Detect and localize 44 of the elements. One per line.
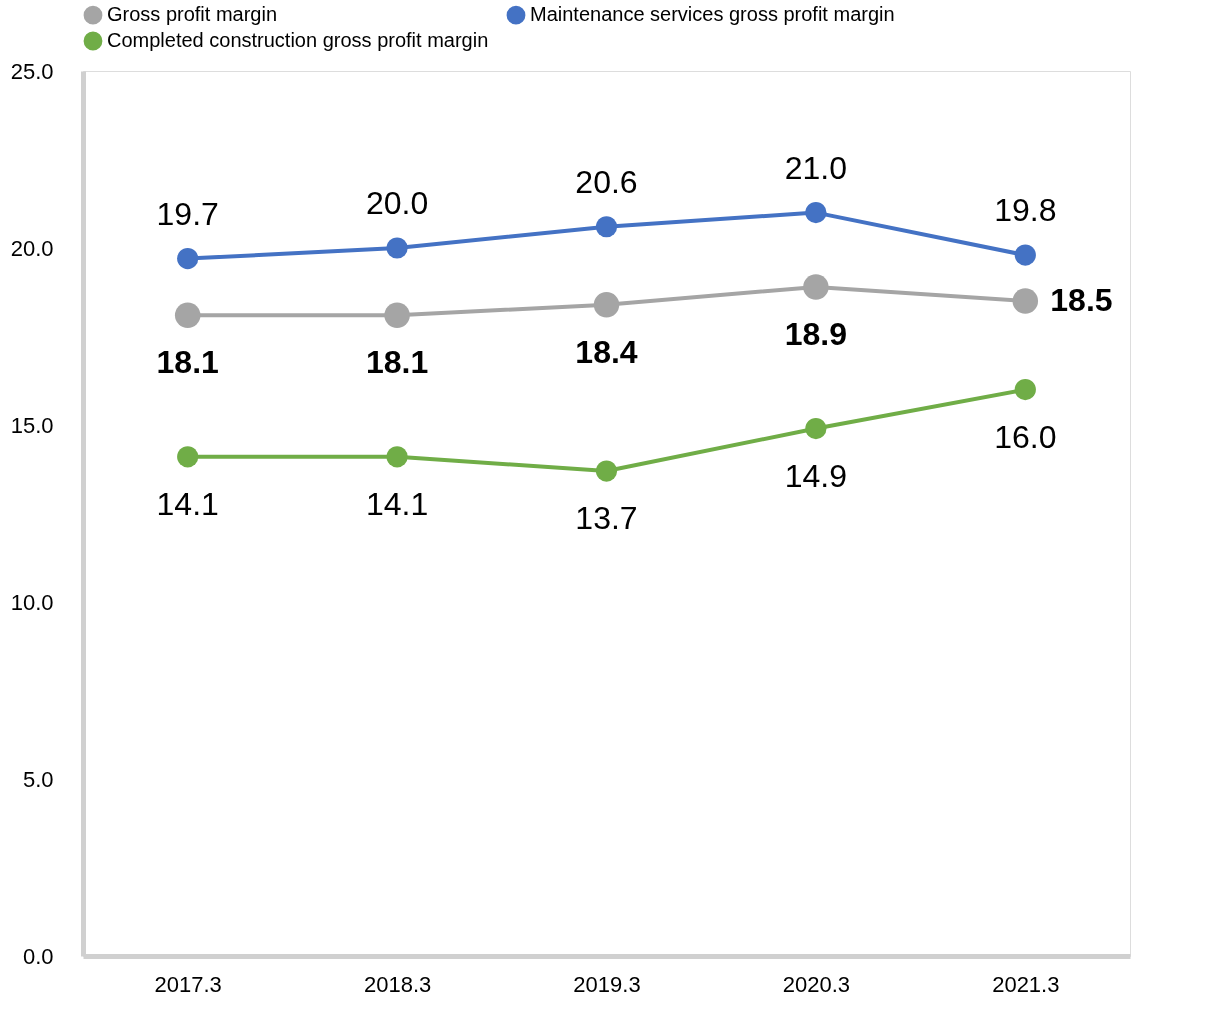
data-label: 19.8	[994, 192, 1057, 229]
y-tick-label: 20.0	[10, 235, 54, 261]
y-tick-label: 15.0	[10, 412, 54, 438]
data-label: 14.9	[784, 457, 848, 494]
data-label: 18.1	[365, 344, 429, 381]
x-tick-label: 2017.3	[154, 971, 222, 997]
legend-label: Maintenance services gross profit margin	[530, 3, 895, 26]
point	[595, 460, 618, 482]
data-label: 18.4	[575, 333, 638, 370]
point	[805, 202, 827, 224]
y-tick-label: 0.0	[22, 943, 54, 969]
legend-label: Gross profit margin	[107, 3, 278, 26]
point	[177, 248, 199, 270]
point	[1014, 244, 1036, 266]
point	[595, 216, 618, 238]
data-label: 21.0	[784, 149, 848, 186]
x-tick-label: 2018.3	[363, 971, 432, 997]
data-label: 20.6	[575, 163, 638, 200]
data-label: 14.1	[365, 485, 429, 522]
point	[386, 446, 408, 468]
legend-label: Completed construction gross profit margin	[107, 29, 489, 51]
x-tick-label: 2020.3	[782, 971, 851, 997]
y-tick-label: 5.0	[22, 766, 54, 792]
data-label: 19.7	[156, 195, 219, 232]
point	[1012, 288, 1039, 314]
point	[384, 302, 410, 328]
point	[174, 302, 201, 328]
data-label: 18.9	[784, 315, 848, 352]
y-tick-label: 10.0	[10, 589, 54, 615]
data-label: 20.0	[365, 185, 429, 221]
point	[386, 237, 408, 259]
point	[593, 291, 620, 318]
y-tick-label: 25.0	[10, 58, 54, 84]
x-tick-label: 2019.3	[573, 971, 641, 997]
data-label: 14.1	[156, 485, 219, 522]
data-label: 16.0	[994, 418, 1057, 455]
data-label: 18.1	[156, 344, 219, 381]
point	[177, 446, 199, 468]
data-label: 13.7	[575, 500, 638, 537]
x-tick-label: 2021.3	[992, 971, 1060, 997]
point	[1014, 379, 1036, 401]
point	[803, 274, 829, 300]
point	[805, 417, 827, 440]
data-label: 18.5	[1050, 282, 1113, 319]
